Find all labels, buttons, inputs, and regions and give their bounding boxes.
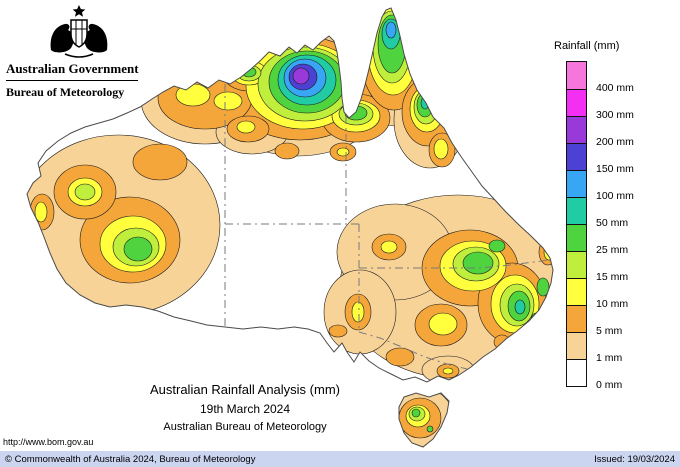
- rainfall-legend: Rainfall (mm) 400 mm 300 mm 200 mm 150 mm 10…: [552, 40, 674, 391]
- bom-url-link[interactable]: http://www.bom.gov.au: [3, 437, 94, 447]
- legend-swatch-5-mm: [567, 305, 586, 332]
- legend-label-0-mm: 0 mm: [596, 379, 623, 391]
- caption-org: Australian Bureau of Meteorology: [163, 421, 327, 433]
- legend-swatch-1-mm: [567, 332, 586, 359]
- legend-swatch-200-mm: [567, 116, 586, 143]
- coat-of-arms-icon: [50, 5, 108, 58]
- legend-label-150-mm: 150 mm: [596, 163, 634, 175]
- legend-swatch-100-mm: [567, 170, 586, 197]
- legend-label-300-mm: 300 mm: [596, 109, 634, 121]
- header-divider: [6, 80, 138, 81]
- bureau-title: Bureau of Meteorology: [6, 85, 125, 99]
- legend-swatch-50-mm: [567, 197, 586, 224]
- copyright-text: © Commonwealth of Australia 2024, Bureau…: [5, 453, 256, 465]
- tasmania-coastline: [398, 392, 450, 448]
- footer-bar: © Commonwealth of Australia 2024, Bureau…: [0, 451, 680, 467]
- legend-label-200-mm: 200 mm: [596, 136, 634, 148]
- issued-text: Issued: 19/03/2024: [594, 453, 675, 465]
- legend-swatch-150-mm: [567, 143, 586, 170]
- legend-swatch-0-mm: [567, 359, 586, 386]
- legend-label-15-mm: 15 mm: [596, 271, 629, 283]
- legend-title: Rainfall (mm): [554, 40, 620, 52]
- legend-swatch-300-mm: [567, 89, 586, 116]
- border-qld-nsw: [359, 259, 550, 269]
- legend-swatch-15-mm: [567, 251, 586, 278]
- legend-label-400-mm: 400 mm: [596, 82, 634, 94]
- rainfall-contours: [27, 8, 553, 447]
- legend-body: 400 mm 300 mm 200 mm 150 mm 100 mm 50 mm 25 mm…: [552, 61, 674, 391]
- legend-label-100-mm: 100 mm: [596, 190, 634, 202]
- caption-date: 19th March 2024: [199, 402, 291, 416]
- legend-label-25-mm: 25 mm: [596, 244, 629, 256]
- bom-header: Australian Government Bureau of Meteorol…: [6, 4, 152, 100]
- border-nsw-vic: [358, 331, 468, 370]
- caption-title: Australian Rainfall Analysis (mm): [149, 382, 340, 397]
- legend-label-50-mm: 50 mm: [596, 217, 629, 229]
- government-title: Australian Government: [6, 61, 139, 76]
- state-borders: [224, 84, 550, 370]
- map-caption: Australian Rainfall Analysis (mm) 19th M…: [75, 382, 415, 433]
- legend-colorbar: [566, 61, 587, 387]
- legend-label-5-mm: 5 mm: [596, 325, 623, 337]
- legend-label-10-mm: 10 mm: [596, 298, 629, 310]
- legend-swatch-400-mm: [567, 62, 586, 89]
- legend-swatch-10-mm: [567, 278, 586, 305]
- legend-label-1-mm: 1 mm: [596, 352, 623, 364]
- legend-swatch-25-mm: [567, 224, 586, 251]
- australia-coastline: [26, 7, 554, 383]
